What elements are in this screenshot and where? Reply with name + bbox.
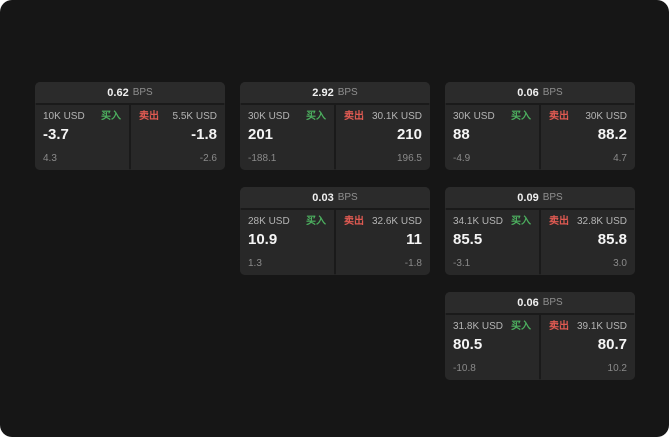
- sell-price: 210: [396, 126, 422, 143]
- quote-card-body: 34.1K USD 买入 85.5 -3.1 卖出 32.8K USD 85.8…: [445, 210, 635, 275]
- sell-label: 卖出: [344, 111, 364, 122]
- sell-panel[interactable]: 卖出 5.5K USD -1.8 -2.6: [131, 105, 225, 170]
- sell-price: 88.2: [597, 126, 627, 143]
- sell-label: 卖出: [139, 111, 159, 122]
- sell-size: 39.1K USD: [576, 321, 627, 332]
- quote-card-body: 31.8K USD 买入 80.5 -10.8 卖出 39.1K USD 80.…: [445, 315, 635, 380]
- sell-delta: 3.0: [613, 258, 627, 269]
- bps-unit-label: BPS: [337, 192, 358, 203]
- buy-label: 买入: [306, 216, 326, 227]
- buy-price: 85.5: [453, 231, 483, 248]
- buy-delta: 1.3: [248, 258, 262, 269]
- sell-panel[interactable]: 卖出 32.8K USD 85.8 3.0: [541, 210, 635, 275]
- sell-size: 32.8K USD: [576, 216, 627, 227]
- buy-price: -3.7: [43, 126, 69, 143]
- buy-delta: -10.8: [453, 363, 476, 374]
- bps-unit-label: BPS: [542, 87, 563, 98]
- bps-value: 0.03: [312, 191, 334, 204]
- sell-price: 80.7: [597, 336, 627, 353]
- bps-header: 2.92 BPS: [240, 82, 430, 103]
- sell-price: 11: [406, 231, 422, 248]
- quote-card-body: 30K USD 买入 201 -188.1 卖出 30.1K USD 210 1…: [240, 105, 430, 170]
- sell-size: 30.1K USD: [371, 111, 422, 122]
- bps-value: 2.92: [312, 86, 334, 99]
- buy-label: 买入: [511, 321, 531, 332]
- buy-panel[interactable]: 34.1K USD 买入 85.5 -3.1: [445, 210, 539, 275]
- sell-price: 85.8: [597, 231, 627, 248]
- quote-card-body: 28K USD 买入 10.9 1.3 卖出 32.6K USD 11 -1.8: [240, 210, 430, 275]
- sell-label: 卖出: [549, 216, 569, 227]
- bps-unit-label: BPS: [542, 192, 563, 203]
- buy-price: 80.5: [453, 336, 483, 353]
- buy-panel[interactable]: 28K USD 买入 10.9 1.3: [240, 210, 334, 275]
- buy-label: 买入: [511, 216, 531, 227]
- sell-label: 卖出: [549, 111, 569, 122]
- bps-header: 0.06 BPS: [445, 82, 635, 103]
- sell-panel[interactable]: 卖出 32.6K USD 11 -1.8: [336, 210, 430, 275]
- sell-panel[interactable]: 卖出 39.1K USD 80.7 10.2: [541, 315, 635, 380]
- buy-size: 30K USD: [453, 111, 495, 122]
- sell-label: 卖出: [549, 321, 569, 332]
- bps-header: 0.62 BPS: [35, 82, 225, 103]
- sell-delta: 4.7: [613, 153, 627, 164]
- buy-panel[interactable]: 31.8K USD 买入 80.5 -10.8: [445, 315, 539, 380]
- buy-size: 34.1K USD: [453, 216, 504, 227]
- sell-label: 卖出: [344, 216, 364, 227]
- sell-panel[interactable]: 卖出 30.1K USD 210 196.5: [336, 105, 430, 170]
- quote-card: 0.03 BPS 28K USD 买入 10.9 1.3 卖出 32.6K US…: [240, 187, 430, 275]
- bps-header: 0.09 BPS: [445, 187, 635, 208]
- quote-card-body: 10K USD 买入 -3.7 4.3 卖出 5.5K USD -1.8 -2.…: [35, 105, 225, 170]
- sell-delta: 10.2: [607, 363, 627, 374]
- quote-card: 0.06 BPS 31.8K USD 买入 80.5 -10.8 卖出 39.1…: [445, 292, 635, 380]
- sell-delta: -2.6: [199, 153, 217, 164]
- buy-label: 买入: [306, 111, 326, 122]
- buy-size: 31.8K USD: [453, 321, 504, 332]
- quote-card: 2.92 BPS 30K USD 买入 201 -188.1 卖出 30.1K …: [240, 82, 430, 170]
- buy-delta: -188.1: [248, 153, 277, 164]
- sell-panel[interactable]: 卖出 30K USD 88.2 4.7: [541, 105, 635, 170]
- bps-header: 0.03 BPS: [240, 187, 430, 208]
- buy-label: 买入: [101, 111, 121, 122]
- bps-value: 0.09: [517, 191, 539, 204]
- sell-delta: 196.5: [396, 153, 422, 164]
- bps-unit-label: BPS: [337, 87, 358, 98]
- bps-unit-label: BPS: [542, 297, 563, 308]
- quote-card: 0.06 BPS 30K USD 买入 88 -4.9 卖出 30K USD 8…: [445, 82, 635, 170]
- buy-panel[interactable]: 30K USD 买入 88 -4.9: [445, 105, 539, 170]
- buy-price: 201: [248, 126, 274, 143]
- bps-unit-label: BPS: [132, 87, 153, 98]
- bps-value: 0.62: [107, 86, 129, 99]
- sell-delta: -1.8: [404, 258, 422, 269]
- buy-delta: -4.9: [453, 153, 471, 164]
- buy-panel[interactable]: 30K USD 买入 201 -188.1: [240, 105, 334, 170]
- buy-size: 10K USD: [43, 111, 85, 122]
- buy-price: 88: [453, 126, 470, 143]
- buy-delta: -3.1: [453, 258, 471, 269]
- bps-value: 0.06: [517, 86, 539, 99]
- sell-price: -1.8: [191, 126, 217, 143]
- quote-card: 0.09 BPS 34.1K USD 买入 85.5 -3.1 卖出 32.8K…: [445, 187, 635, 275]
- buy-panel[interactable]: 10K USD 买入 -3.7 4.3: [35, 105, 129, 170]
- sell-size: 32.6K USD: [371, 216, 422, 227]
- bps-value: 0.06: [517, 296, 539, 309]
- buy-size: 30K USD: [248, 111, 290, 122]
- quote-card: 0.62 BPS 10K USD 买入 -3.7 4.3 卖出 5.5K USD…: [35, 82, 225, 170]
- bps-header: 0.06 BPS: [445, 292, 635, 313]
- sell-size: 5.5K USD: [172, 111, 217, 122]
- quote-card-body: 30K USD 买入 88 -4.9 卖出 30K USD 88.2 4.7: [445, 105, 635, 170]
- sell-size: 30K USD: [585, 111, 627, 122]
- buy-label: 买入: [511, 111, 531, 122]
- buy-size: 28K USD: [248, 216, 290, 227]
- buy-price: 10.9: [248, 231, 278, 248]
- buy-delta: 4.3: [43, 153, 57, 164]
